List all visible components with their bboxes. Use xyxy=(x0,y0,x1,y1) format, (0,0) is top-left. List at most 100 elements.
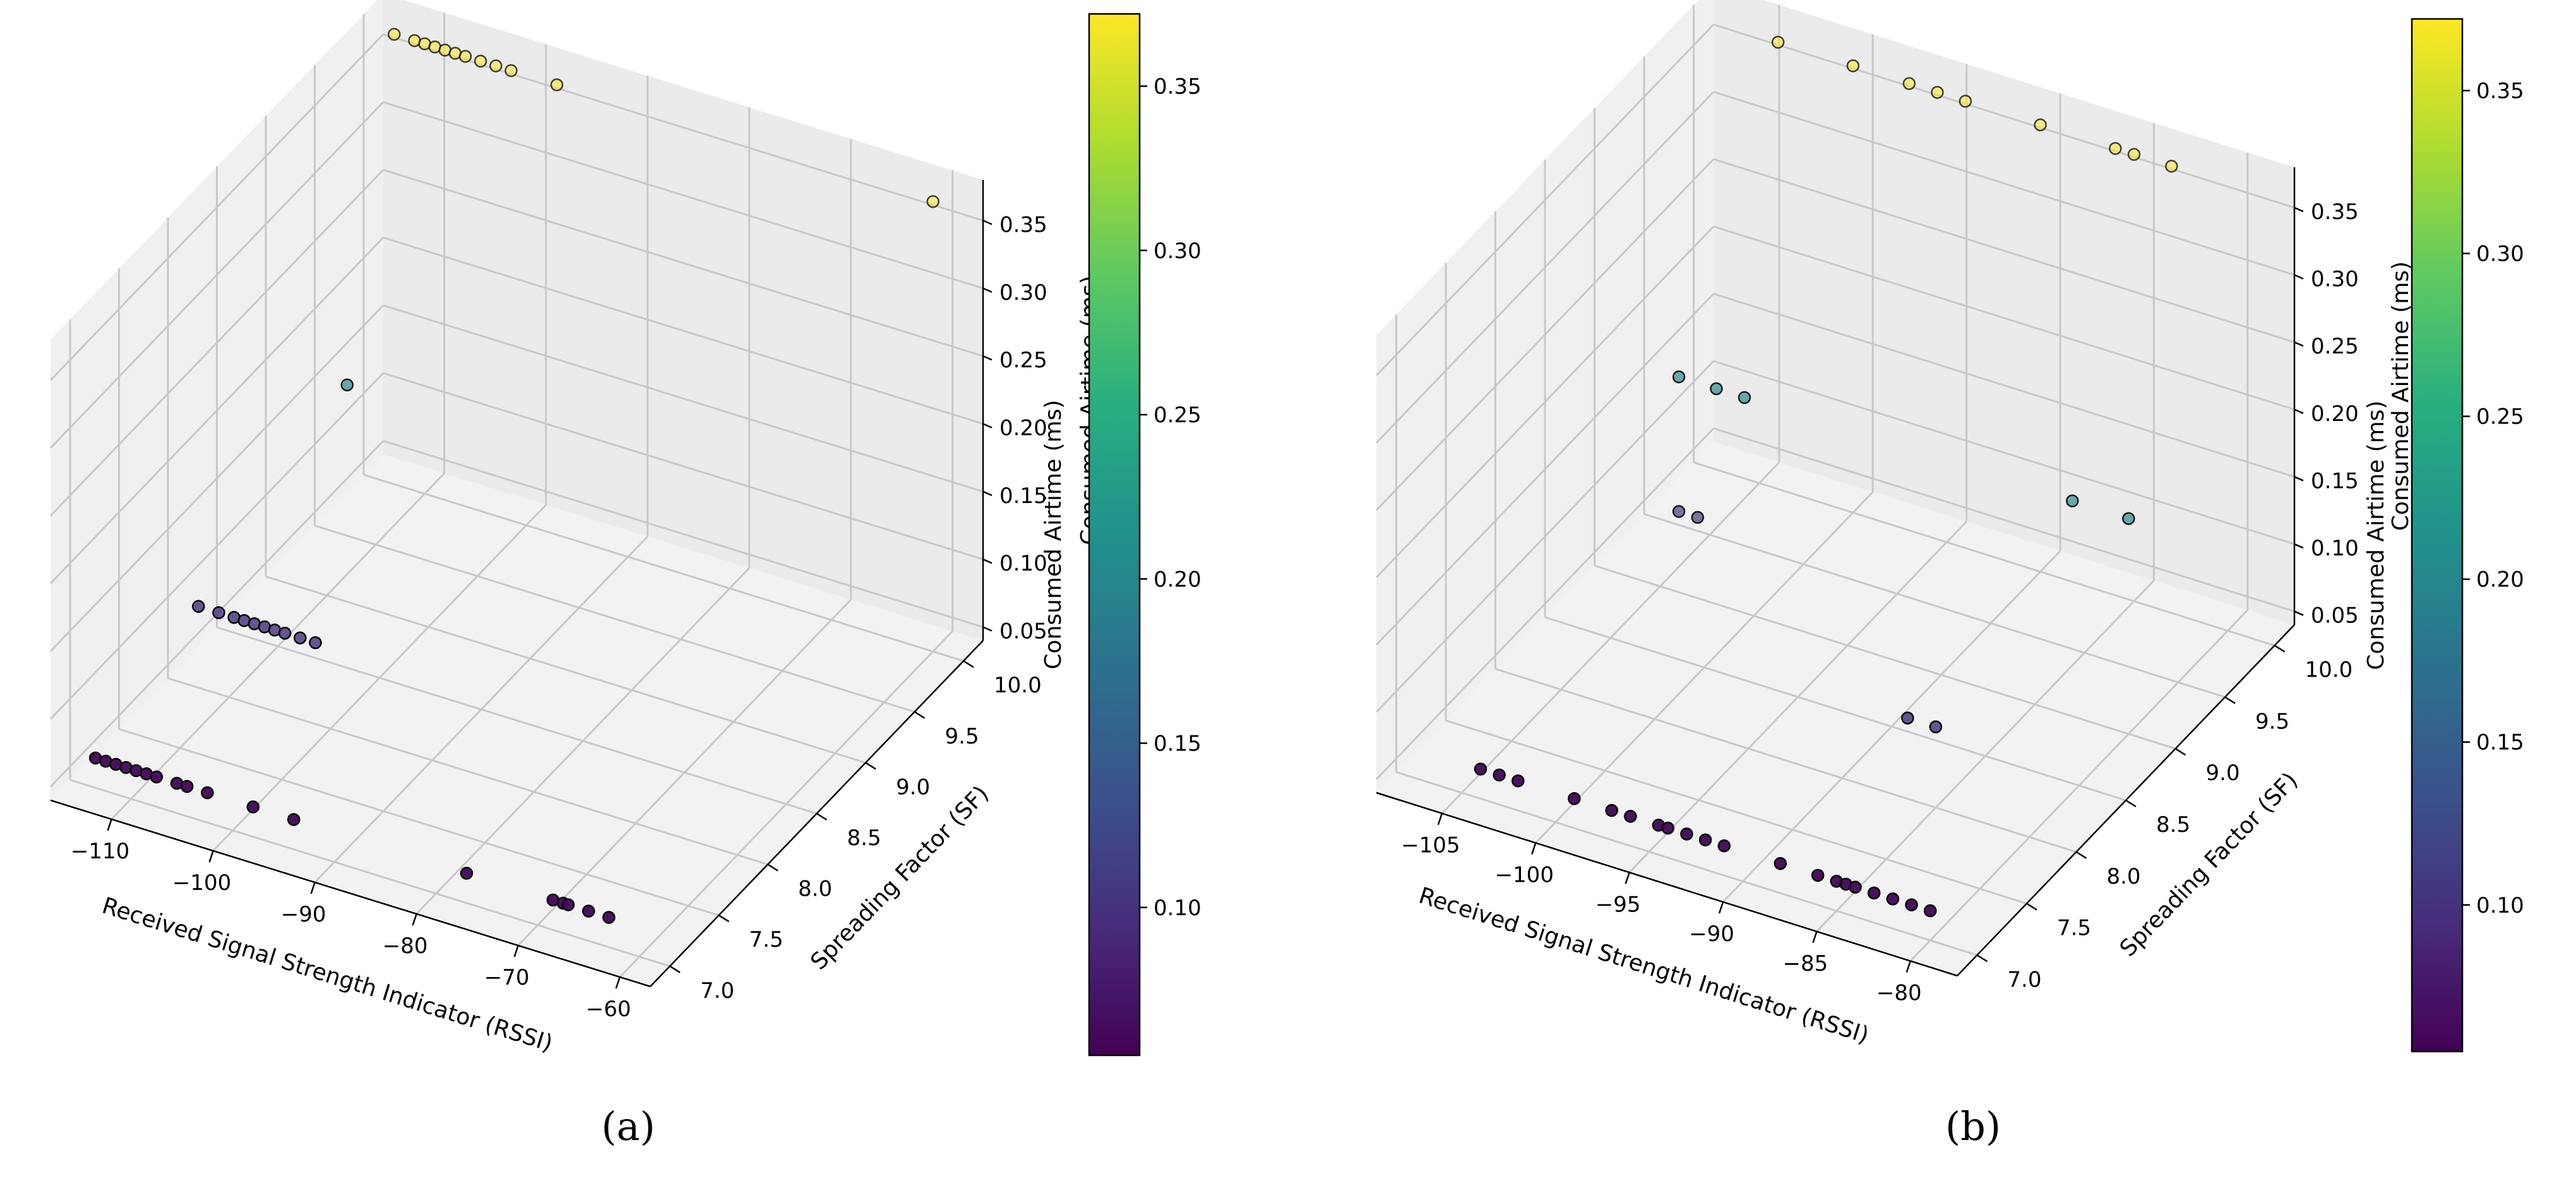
data-point xyxy=(2122,512,2135,525)
y-tick-mark xyxy=(669,965,681,973)
gridline-z xyxy=(1713,91,2295,276)
z-tick-label: 0.25 xyxy=(999,348,1047,373)
gridline-y xyxy=(167,677,768,866)
x-tick-mark xyxy=(1625,872,1630,884)
x-tick-label: −110 xyxy=(71,839,129,864)
gridline-z xyxy=(49,304,385,652)
x-tick-label: −95 xyxy=(1595,892,1641,917)
data-point xyxy=(1710,382,1723,396)
z-tick-mark xyxy=(2294,610,2304,616)
z-tick-mark xyxy=(982,490,993,496)
x-tick-label: −85 xyxy=(1783,951,1828,976)
y-tick-mark xyxy=(767,863,778,872)
data-point xyxy=(489,59,503,73)
data-point xyxy=(1774,856,1787,870)
x-tick-mark xyxy=(1812,931,1818,944)
z-tick-mark xyxy=(2294,341,2304,347)
data-point xyxy=(458,50,472,63)
gridline-y xyxy=(217,626,817,815)
y-tick-label: 8.0 xyxy=(798,877,832,902)
gridline-z xyxy=(49,101,385,449)
data-point xyxy=(201,786,214,800)
z-tick-label: 0.10 xyxy=(2311,536,2359,561)
gridline-z xyxy=(383,101,984,290)
data-point xyxy=(294,631,307,645)
x-tick-mark xyxy=(615,976,621,989)
panel-b: −105 −100 −95 −90 −85 −80 7.0 7.5 8.0 8.5 9.0 9.5 10… xyxy=(1375,0,2524,1149)
x-tick-label: −80 xyxy=(383,933,428,959)
gridline-z xyxy=(383,237,984,425)
data-point xyxy=(1691,511,1705,524)
gridline-z xyxy=(1375,293,1715,646)
y-tick-label: 7.0 xyxy=(2007,967,2041,992)
data-point xyxy=(926,195,939,208)
colorbar-tick-label: 0.35 xyxy=(2476,79,2524,104)
gridline-y xyxy=(363,473,964,662)
panel-caption: (b) xyxy=(1945,1103,2001,1149)
x-tick-label: −100 xyxy=(1495,863,1554,888)
y-tick-mark xyxy=(914,711,926,719)
data-point xyxy=(1680,827,1693,841)
data-point xyxy=(1512,774,1525,788)
data-point xyxy=(1474,762,1488,776)
gridline-z xyxy=(1713,427,2295,613)
colorbar-tick-label: 0.20 xyxy=(1154,567,1202,592)
x-tick-mark xyxy=(107,819,112,831)
gridline-y xyxy=(314,524,915,713)
gridline-y xyxy=(69,779,671,968)
gridline-z xyxy=(1713,360,2295,545)
data-point xyxy=(1902,77,1916,90)
gridline-z xyxy=(49,237,385,584)
data-point xyxy=(1661,821,1674,835)
data-point xyxy=(180,779,194,793)
data-point xyxy=(1931,86,1944,99)
y-tick-mark xyxy=(1976,954,1988,963)
y-tick-mark xyxy=(2174,748,2186,756)
gridline-z xyxy=(1713,225,2295,411)
x-tick-mark xyxy=(310,882,316,894)
gridline-z xyxy=(1375,427,1715,780)
y-tick-label: 7.0 xyxy=(700,978,734,1004)
z-tick-mark xyxy=(982,626,993,632)
gridline-z xyxy=(49,372,385,720)
y-tick-mark xyxy=(2125,799,2137,808)
y-tick-label: 9.0 xyxy=(2206,761,2240,786)
z-tick-label: 0.15 xyxy=(999,483,1047,509)
data-point xyxy=(2127,148,2141,161)
x-tick-label: −70 xyxy=(484,965,530,990)
z-tick-label: 0.20 xyxy=(999,415,1047,441)
gridline-z xyxy=(1375,225,1715,578)
colorbar-label: Consumed Airtime (ms) xyxy=(1041,400,1066,669)
y-tick-mark xyxy=(2026,903,2037,911)
z-tick-label: 0.30 xyxy=(999,280,1047,305)
data-point xyxy=(1698,833,1712,846)
gridline-y xyxy=(1643,513,2226,698)
data-point xyxy=(581,904,595,918)
colorbar-tick-label: 0.10 xyxy=(2476,893,2524,918)
data-point xyxy=(1717,839,1731,853)
gridline-y xyxy=(265,575,866,764)
data-point xyxy=(561,898,575,911)
gridline-y xyxy=(1445,720,2027,904)
x-tick-label: −60 xyxy=(586,997,631,1022)
x-tick-mark xyxy=(208,850,214,863)
z-axis-label: Consumed Airtime (ms) xyxy=(2388,261,2414,531)
data-point xyxy=(504,64,518,78)
y-tick-label: 8.5 xyxy=(847,826,881,851)
y-tick-label: 7.5 xyxy=(2057,916,2091,941)
x-tick-label: −80 xyxy=(1876,981,1922,1006)
y-tick-mark xyxy=(816,812,828,821)
data-point xyxy=(1905,898,1918,911)
z-tick-mark xyxy=(2294,206,2304,213)
z-tick-mark xyxy=(2294,476,2304,482)
gridline-z xyxy=(1713,293,2295,478)
colorbar xyxy=(1088,13,1141,1057)
gridline-z xyxy=(1713,23,2295,209)
data-point xyxy=(2066,494,2079,507)
data-point xyxy=(1771,35,1785,49)
gridline-y xyxy=(1693,461,2275,647)
y-tick-label: 8.5 xyxy=(2156,812,2190,838)
z-tick-label: 0.20 xyxy=(2311,401,2359,427)
y-tick-label: 7.5 xyxy=(749,927,784,952)
data-point xyxy=(474,54,487,68)
